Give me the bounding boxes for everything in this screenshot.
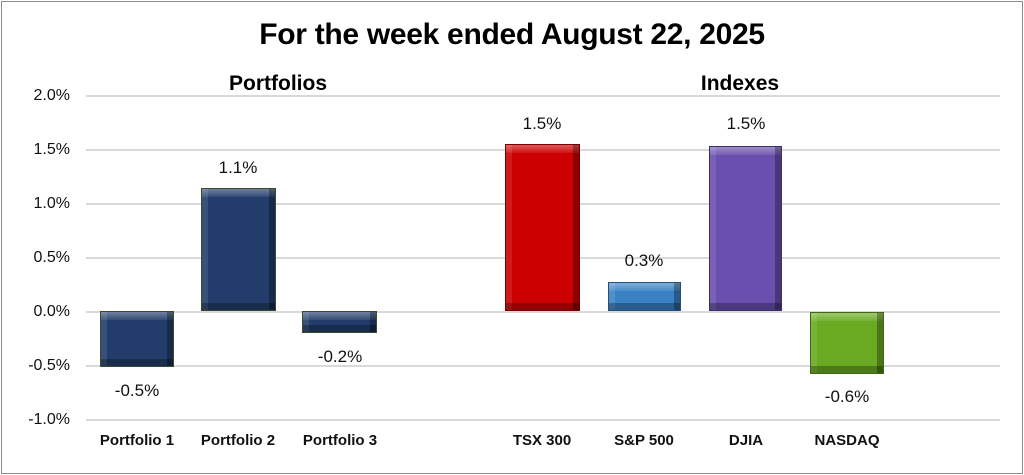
chart-title: For the week ended August 22, 2025 — [259, 18, 765, 51]
gridline-zero — [86, 311, 1000, 313]
value-label-djia: 1.5% — [726, 114, 766, 133]
y-tick: -0.5% — [28, 357, 70, 374]
x-label-sp-500: S&P 500 — [614, 432, 674, 449]
value-label-portfolio-1: -0.5% — [114, 381, 160, 400]
x-label-portfolio-2: Portfolio 2 — [200, 432, 276, 449]
bar-portfolio-3 — [302, 311, 377, 333]
x-label-djia: DJIA — [728, 432, 764, 449]
gridline — [86, 95, 1000, 97]
x-label-tsx-300: TSX 300 — [512, 432, 572, 449]
bar-sp-500 — [608, 282, 681, 311]
bar-djia — [709, 146, 782, 311]
bar-portfolio-1 — [100, 311, 174, 367]
value-label-tsx-300: 1.5% — [522, 114, 562, 133]
y-tick: 1.0% — [33, 195, 70, 212]
group-title-indexes: Indexes — [700, 72, 780, 95]
value-label-portfolio-2: 1.1% — [218, 158, 258, 177]
value-label-nasdaq: -0.6% — [824, 387, 870, 406]
value-label-sp-500: 0.3% — [624, 251, 664, 270]
y-tick: -1.0% — [28, 411, 70, 428]
bar-nasdaq — [810, 312, 884, 374]
x-label-portfolio-3: Portfolio 3 — [302, 432, 378, 449]
group-title-portfolios: Portfolios — [229, 72, 327, 95]
bar-portfolio-2 — [201, 188, 276, 311]
y-tick: 0.5% — [33, 249, 70, 266]
x-label-nasdaq: NASDAQ — [814, 432, 880, 449]
gridline — [86, 365, 1000, 367]
gridline — [86, 419, 1000, 421]
value-label-portfolio-3: -0.2% — [317, 347, 363, 366]
y-tick: 0.0% — [33, 303, 70, 320]
y-tick: 2.0% — [33, 87, 70, 104]
bar-tsx-300 — [505, 144, 580, 311]
y-tick: 1.5% — [33, 141, 70, 158]
x-label-portfolio-1: Portfolio 1 — [99, 432, 175, 449]
